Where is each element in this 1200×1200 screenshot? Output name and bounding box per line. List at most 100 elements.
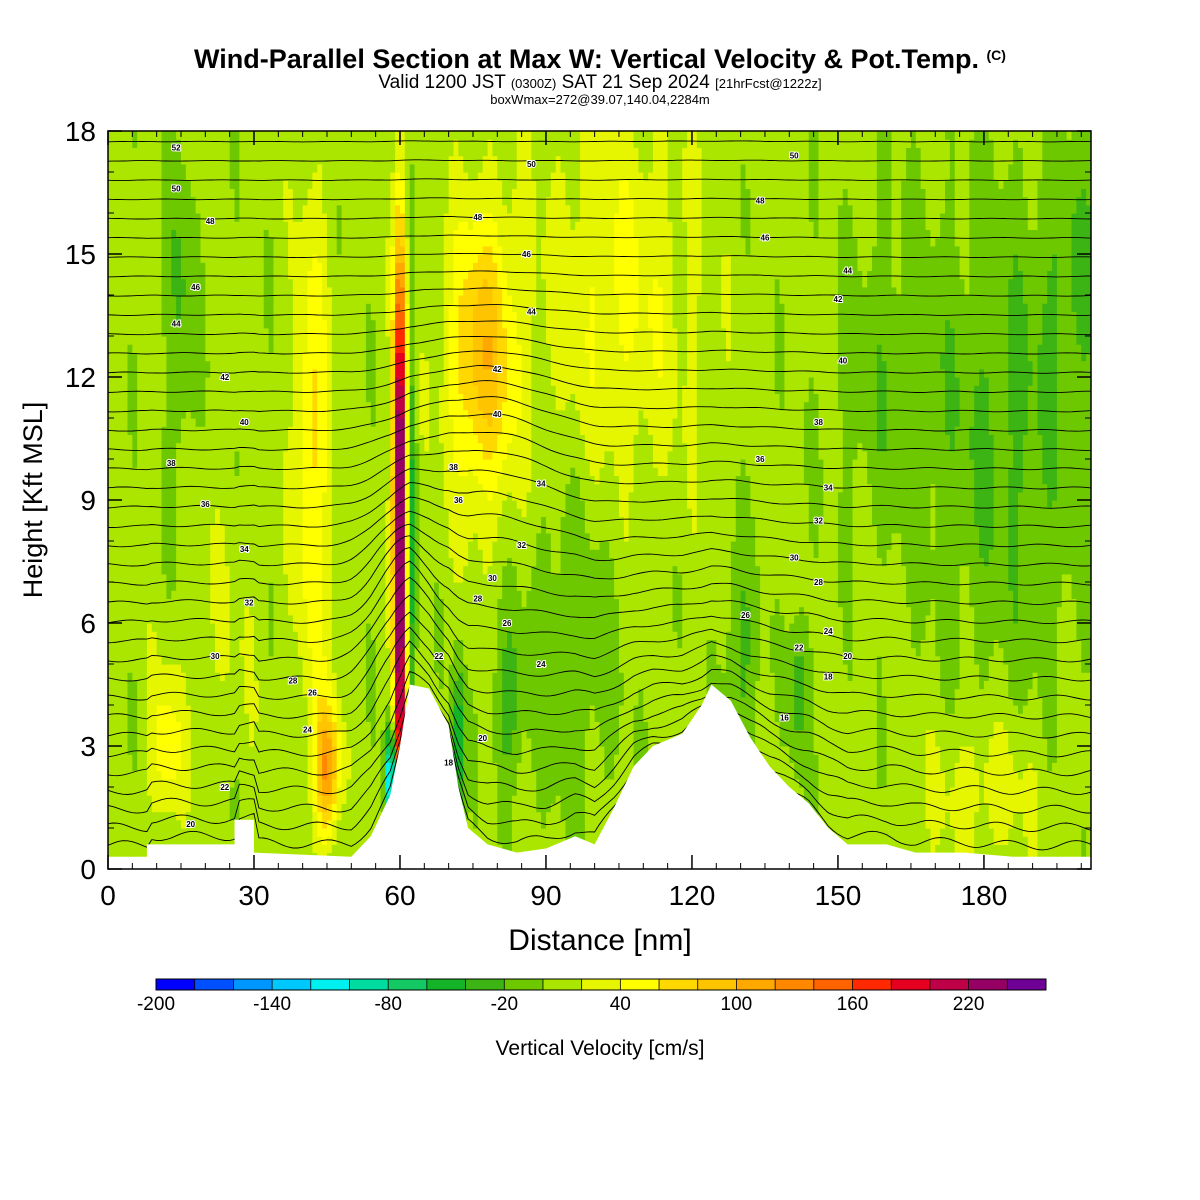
w-cell <box>219 278 226 288</box>
w-cell <box>283 450 289 460</box>
w-cell <box>297 352 304 362</box>
w-cell <box>288 213 294 222</box>
w-cell <box>268 655 275 665</box>
w-cell <box>278 795 284 804</box>
w-cell <box>307 221 313 230</box>
w-cell <box>161 500 167 509</box>
w-cell <box>224 614 231 624</box>
w-cell <box>307 737 313 747</box>
w-cell <box>195 688 202 698</box>
w-cell <box>190 180 197 189</box>
w-cell <box>127 467 133 476</box>
w-cell <box>171 770 177 780</box>
w-cell <box>292 557 299 567</box>
w-cell <box>190 598 197 608</box>
w-cell <box>195 647 202 657</box>
w-cell <box>224 139 231 148</box>
w-cell <box>200 352 206 362</box>
w-cell <box>195 467 202 476</box>
w-cell <box>210 828 216 837</box>
w-cell <box>195 549 202 558</box>
w-cell <box>331 754 338 763</box>
w-cell <box>307 311 313 321</box>
w-cell <box>146 647 153 657</box>
w-cell <box>215 475 221 485</box>
w-cell <box>122 541 129 550</box>
w-cell <box>317 557 323 567</box>
w-cell <box>205 754 211 763</box>
w-cell <box>122 623 129 632</box>
w-cell <box>258 295 265 304</box>
w-cell <box>210 295 216 304</box>
w-cell <box>205 295 211 304</box>
w-cell <box>365 639 372 649</box>
w-cell <box>346 696 352 706</box>
w-cell <box>190 549 197 558</box>
w-cell <box>249 582 255 591</box>
w-cell <box>336 836 343 845</box>
w-cell <box>151 426 158 435</box>
w-cell <box>297 450 304 460</box>
w-cell <box>253 614 260 624</box>
w-cell <box>326 491 333 501</box>
w-cell <box>137 254 143 263</box>
w-cell <box>326 590 333 599</box>
w-cell <box>331 434 338 444</box>
w-cell <box>200 172 206 181</box>
w-cell <box>351 188 357 198</box>
w-cell <box>229 155 236 165</box>
w-cell <box>356 172 362 181</box>
w-cell <box>268 188 275 198</box>
w-cell <box>132 295 138 304</box>
w-cell <box>108 811 114 821</box>
w-cell <box>370 147 377 157</box>
w-cell <box>142 409 148 419</box>
w-cell <box>229 500 236 509</box>
w-cell <box>117 516 124 526</box>
w-cell <box>283 163 289 173</box>
w-cell <box>331 401 338 411</box>
w-cell <box>151 787 158 796</box>
w-cell <box>166 524 172 534</box>
w-cell <box>117 401 124 411</box>
w-cell <box>253 549 260 558</box>
w-cell <box>176 729 182 739</box>
w-cell <box>326 508 333 517</box>
w-cell <box>146 221 153 230</box>
w-cell <box>239 196 245 206</box>
w-cell <box>258 705 265 714</box>
w-cell <box>268 647 275 657</box>
w-cell <box>263 680 270 690</box>
w-cell <box>258 696 265 706</box>
w-cell <box>156 286 163 296</box>
w-cell <box>132 237 138 247</box>
w-cell <box>176 713 182 722</box>
w-cell <box>185 352 192 362</box>
w-cell <box>273 434 279 444</box>
w-cell <box>263 737 270 747</box>
w-cell <box>132 836 138 845</box>
w-cell <box>137 803 143 813</box>
w-cell <box>292 524 299 534</box>
w-cell <box>190 647 197 657</box>
w-cell <box>146 680 153 690</box>
w-cell <box>268 270 275 280</box>
w-cell <box>234 647 240 657</box>
w-cell <box>234 434 240 444</box>
w-cell <box>351 213 357 222</box>
w-cell <box>268 729 275 739</box>
w-cell <box>288 598 294 608</box>
w-cell <box>161 262 167 271</box>
w-cell <box>351 524 357 534</box>
w-cell <box>317 360 323 370</box>
w-cell <box>132 573 138 583</box>
w-cell <box>365 696 372 706</box>
w-cell <box>151 565 158 575</box>
w-cell <box>326 278 333 288</box>
w-cell <box>322 286 328 296</box>
w-cell <box>292 286 299 296</box>
w-cell <box>365 803 372 813</box>
w-cell <box>210 639 216 649</box>
w-cell <box>161 393 167 403</box>
w-cell <box>205 336 211 345</box>
